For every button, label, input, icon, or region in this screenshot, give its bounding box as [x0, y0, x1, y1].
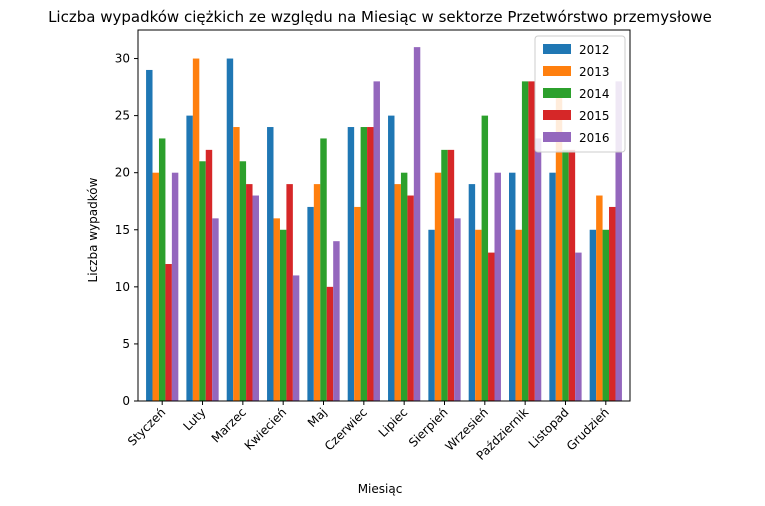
bar-2012-1 [186, 115, 193, 401]
y-tick-label: 5 [122, 337, 130, 351]
bar-2012-5 [347, 127, 355, 402]
bar-2015-6 [407, 195, 414, 401]
y-tick-label: 10 [115, 280, 130, 294]
bar-2015-9 [528, 81, 535, 401]
x-axis-label: Miesiąc [358, 482, 403, 496]
bar-2014-3 [279, 229, 287, 401]
bar-2015-8 [488, 252, 495, 401]
bar-2015-1 [205, 149, 213, 401]
bar-2016-5 [373, 81, 380, 401]
bar-2014-1 [199, 161, 206, 401]
bar-2014-9 [521, 81, 529, 401]
x-tick-label: Marzec [209, 405, 249, 445]
x-tick-label: Kwiecień [242, 405, 290, 453]
x-tick-label: Czerwiec [322, 405, 370, 453]
x-tick-label: Maj [305, 405, 330, 430]
bar-2013-8 [475, 229, 482, 401]
bar-2012-11 [589, 229, 597, 401]
y-tick-label: 15 [115, 223, 130, 237]
legend-label-2014: 2014 [579, 87, 610, 101]
bar-2015-2 [246, 184, 253, 401]
bar-2012-8 [468, 184, 476, 401]
legend-label-2015: 2015 [579, 109, 610, 123]
bar-2014-6 [400, 172, 408, 401]
bar-2013-7 [434, 172, 442, 401]
y-axis: 0 5 10 15 20 25 30 [115, 52, 138, 408]
bar-2016-2 [252, 195, 259, 401]
x-tick-label: Grudzień [564, 405, 612, 453]
legend-swatch-2014 [543, 88, 571, 98]
y-tick-label: 30 [115, 52, 130, 66]
bar-2014-11 [602, 229, 610, 401]
bar-2012-10 [549, 172, 556, 401]
legend-label-2013: 2013 [579, 65, 610, 79]
bar-2013-2 [233, 127, 240, 402]
bar-2012-7 [428, 229, 435, 401]
legend-label-2012: 2012 [579, 43, 610, 57]
bar-2016-1 [212, 218, 219, 401]
bar-2013-6 [394, 184, 401, 401]
legend-swatch-2015 [543, 110, 571, 120]
bar-2013-0 [152, 172, 159, 401]
legend: 2012 2013 2014 2015 2016 [534, 35, 626, 153]
bar-2015-11 [609, 206, 616, 401]
bar-2016-3 [292, 275, 300, 401]
y-tick-label: 0 [122, 394, 130, 408]
bar-2016-0 [171, 172, 179, 401]
bar-2014-7 [441, 149, 448, 401]
bar-2016-8 [494, 172, 501, 401]
bar-2015-4 [326, 286, 334, 401]
bar-2013-1 [192, 58, 200, 402]
bar-2016-9 [534, 138, 542, 401]
x-tick-label: Lipiec [376, 405, 411, 440]
bar-2016-4 [333, 241, 340, 401]
legend-swatch-2012 [543, 44, 571, 54]
y-tick-label: 20 [115, 166, 130, 180]
chart-title: Liczba wypadków ciężkich ze względu na M… [48, 8, 712, 26]
x-tick-label: Styczeń [125, 405, 168, 448]
bar-2016-11 [615, 81, 622, 401]
bar-2012-6 [388, 115, 395, 401]
bar-2012-9 [509, 172, 516, 401]
bar-2016-6 [413, 47, 421, 401]
bar-2013-9 [515, 229, 522, 401]
bar-2014-2 [239, 161, 247, 401]
y-axis-label: Liczba wypadków [86, 177, 100, 282]
bar-2015-0 [165, 264, 172, 401]
bar-2014-10 [562, 149, 569, 401]
plot-frame [137, 29, 631, 402]
bar-2012-4 [307, 206, 314, 401]
bar-2013-10 [555, 92, 563, 402]
bar-2015-5 [367, 127, 374, 402]
bar-2015-10 [568, 149, 576, 401]
bar-2012-3 [267, 127, 274, 402]
legend-swatch-2013 [543, 66, 571, 76]
legend-box [534, 35, 626, 153]
bar-2013-3 [273, 218, 280, 401]
bar-2015-7 [447, 149, 455, 401]
bar-2016-7 [454, 218, 461, 401]
y-tick-label: 25 [115, 109, 130, 123]
bar-2014-0 [158, 138, 166, 401]
legend-label-2016: 2016 [579, 131, 610, 145]
bar-2013-5 [354, 206, 361, 401]
bar-2014-4 [320, 138, 327, 401]
bar-2012-0 [146, 69, 153, 401]
bar-2014-5 [360, 127, 368, 402]
bar-2015-3 [286, 184, 293, 401]
x-tick-label: Luty [180, 405, 208, 433]
bar-2012-2 [226, 58, 234, 402]
bars-group [146, 47, 622, 402]
bar-2013-4 [313, 184, 321, 401]
bar-2016-10 [575, 252, 582, 401]
bar-2014-8 [481, 115, 489, 401]
legend-swatch-2016 [543, 132, 571, 142]
bar-2013-11 [596, 195, 603, 401]
